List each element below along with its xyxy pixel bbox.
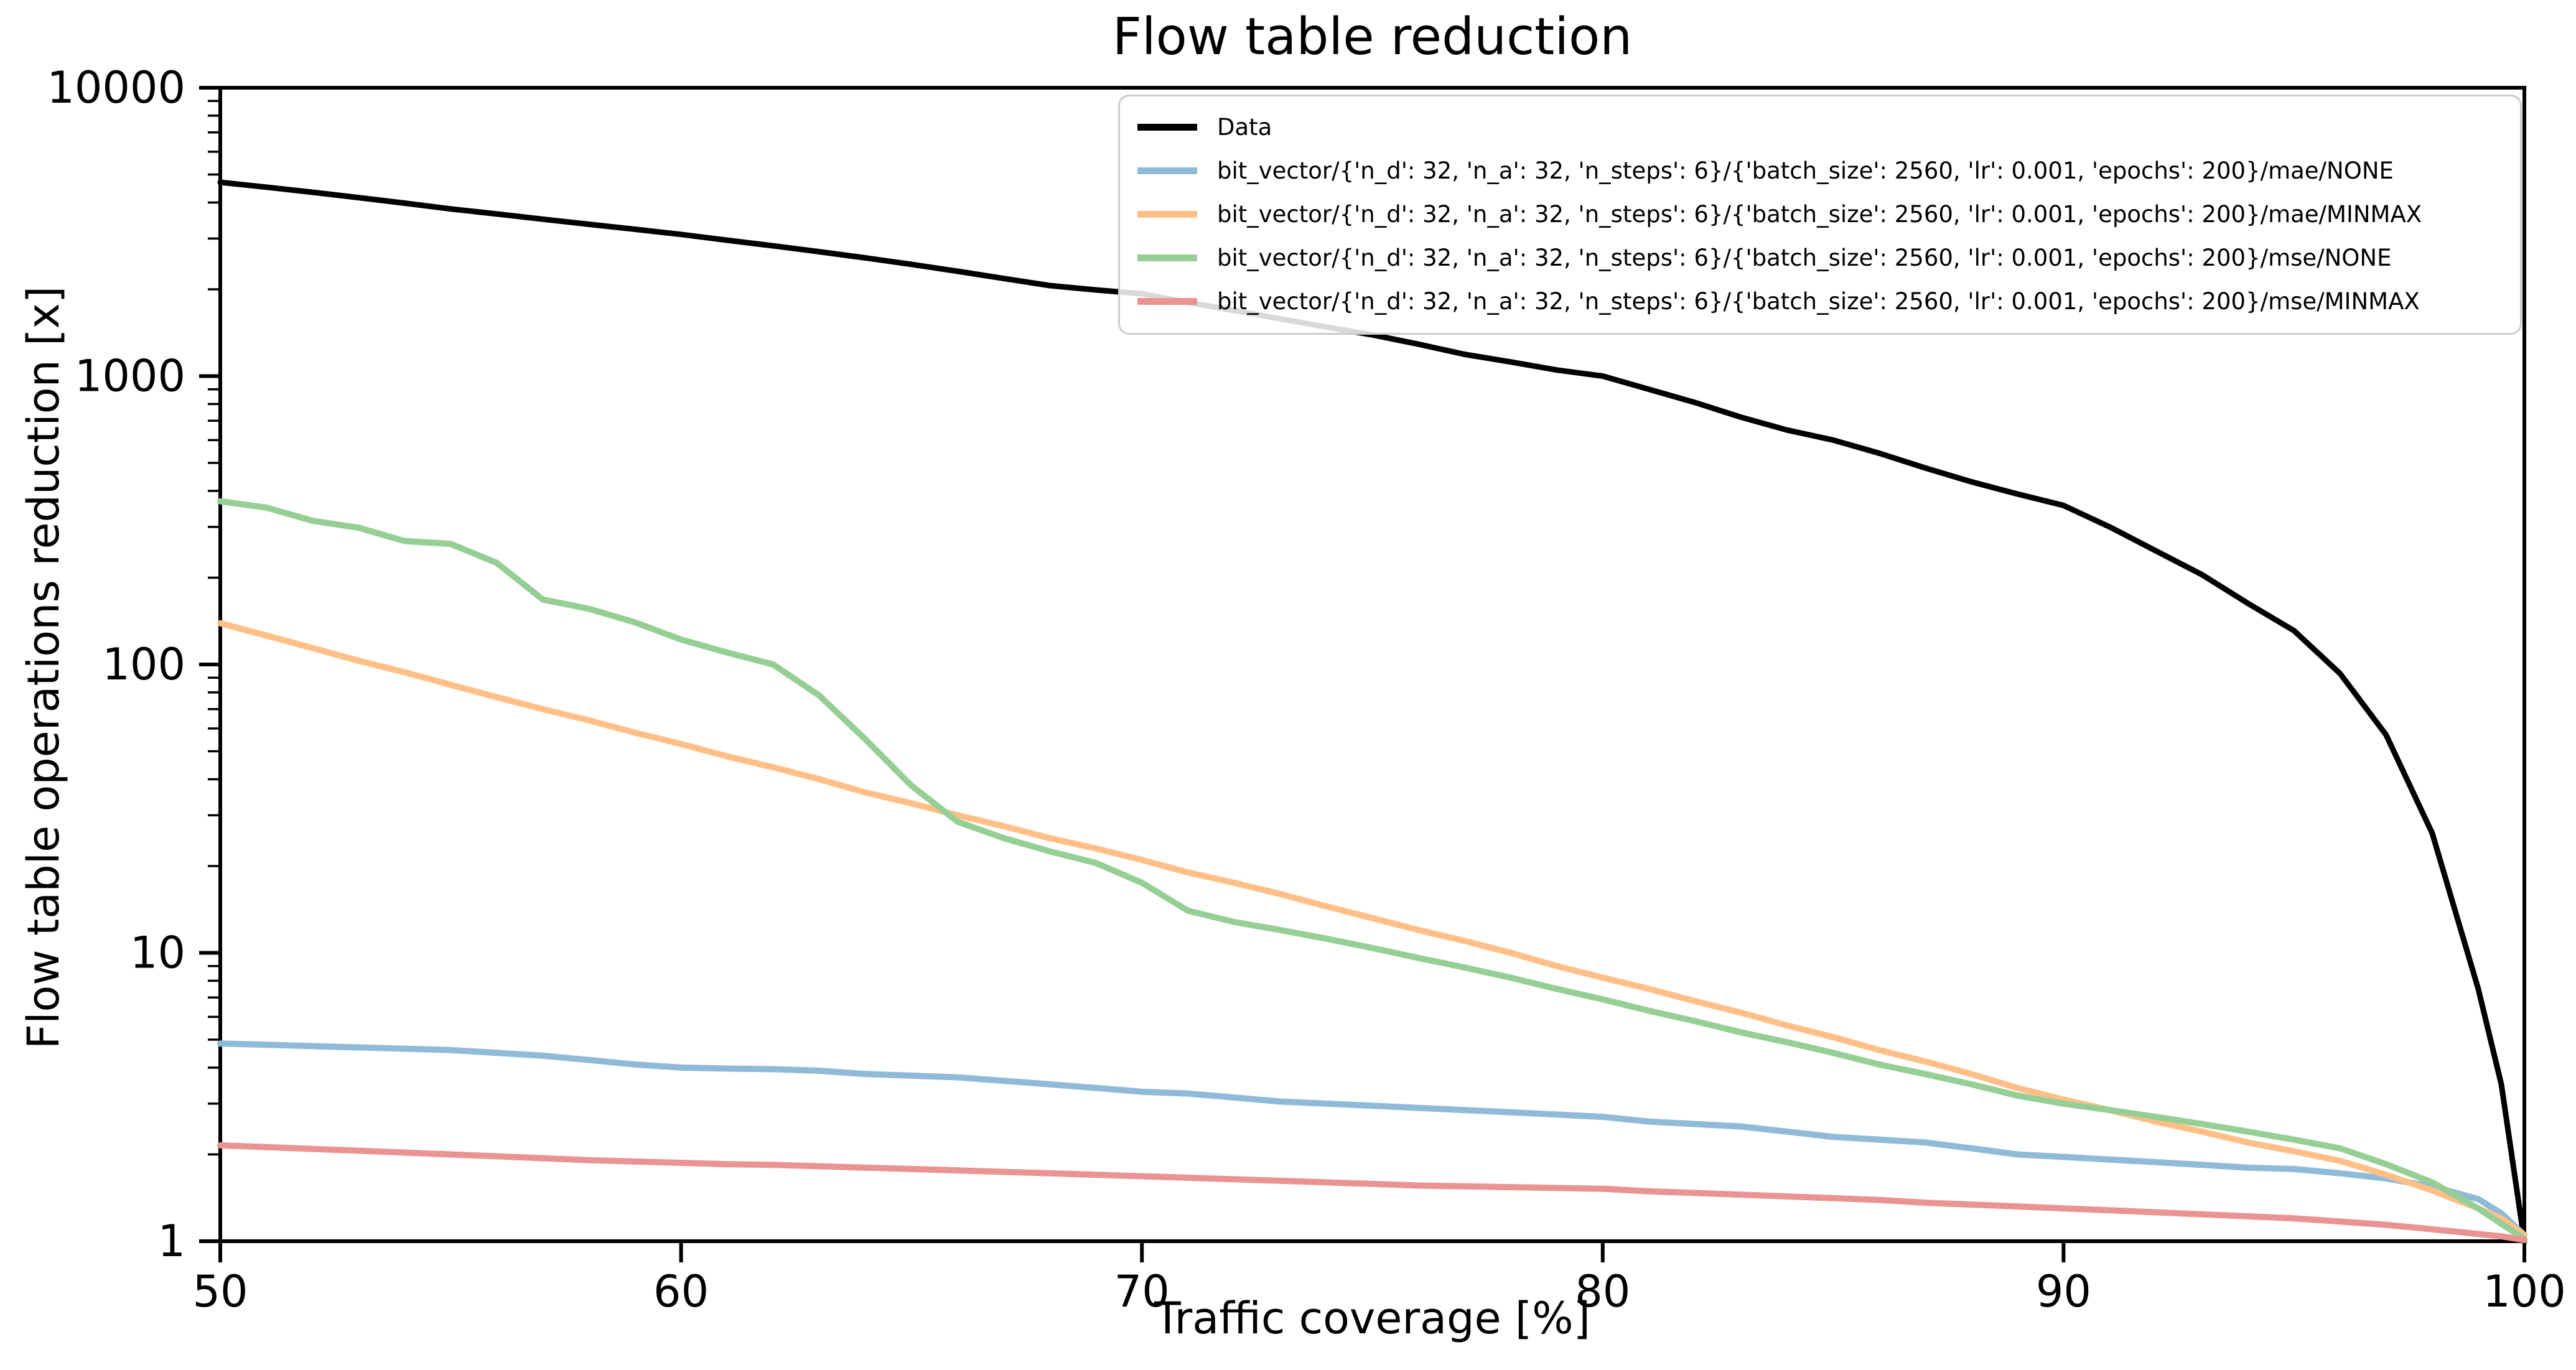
x-tick-label: 50 — [192, 1266, 248, 1317]
y-tick-label: 10000 — [47, 62, 185, 113]
legend-label-mse-minmax: bit_vector/{'n_d': 32, 'n_a': 32, 'n_ste… — [1217, 287, 2420, 315]
legend-swatch-mse-none — [1137, 254, 1197, 261]
x-tick-label: 70 — [1114, 1266, 1170, 1317]
y-tick-label: 1 — [157, 1216, 185, 1267]
series-line-mse-minmax — [217, 1142, 2527, 1243]
legend-item-mse-minmax: bit_vector/{'n_d': 32, 'n_a': 32, 'n_ste… — [1137, 283, 2503, 319]
x-tick-label: 60 — [653, 1266, 709, 1317]
legend-item-mae-none: bit_vector/{'n_d': 32, 'n_a': 32, 'n_ste… — [1137, 152, 2503, 189]
x-tick-label: 90 — [2036, 1266, 2091, 1317]
legend-label-mae-none: bit_vector/{'n_d': 32, 'n_a': 32, 'n_ste… — [1217, 157, 2394, 184]
legend-swatch-mae-none — [1137, 167, 1197, 174]
legend-label-mae-minmax: bit_vector/{'n_d': 32, 'n_a': 32, 'n_ste… — [1217, 200, 2422, 228]
legend-label-data: Data — [1217, 113, 1272, 141]
legend: Data bit_vector/{'n_d': 32, 'n_a': 32, 'n… — [1118, 95, 2522, 335]
legend-item-data: Data — [1137, 109, 2503, 145]
x-tick-label: 80 — [1575, 1266, 1630, 1317]
chart-title: Flow table reduction — [1112, 7, 1633, 67]
series-line-mse-none — [217, 498, 2527, 1242]
x-axis-label: Traffic coverage [%] — [1154, 1293, 1590, 1344]
series-line-data — [217, 179, 2527, 1244]
y-tick-label: 100 — [102, 639, 185, 690]
x-tick-label: 100 — [2483, 1266, 2566, 1317]
legend-item-mse-none: bit_vector/{'n_d': 32, 'n_a': 32, 'n_ste… — [1137, 240, 2503, 276]
legend-item-mae-minmax: bit_vector/{'n_d': 32, 'n_a': 32, 'n_ste… — [1137, 196, 2503, 232]
y-axis-label: Flow table operations reduction [x] — [18, 286, 69, 1050]
legend-swatch-mse-minmax — [1137, 297, 1197, 305]
legend-swatch-data — [1137, 123, 1197, 131]
series-line-mae-none — [217, 1040, 2527, 1239]
y-tick-label: 1000 — [75, 351, 185, 402]
legend-label-mse-none: bit_vector/{'n_d': 32, 'n_a': 32, 'n_ste… — [1217, 244, 2392, 271]
series-line-mae-minmax — [217, 620, 2527, 1239]
legend-swatch-mae-minmax — [1137, 210, 1197, 218]
y-tick-label: 10 — [130, 928, 185, 979]
